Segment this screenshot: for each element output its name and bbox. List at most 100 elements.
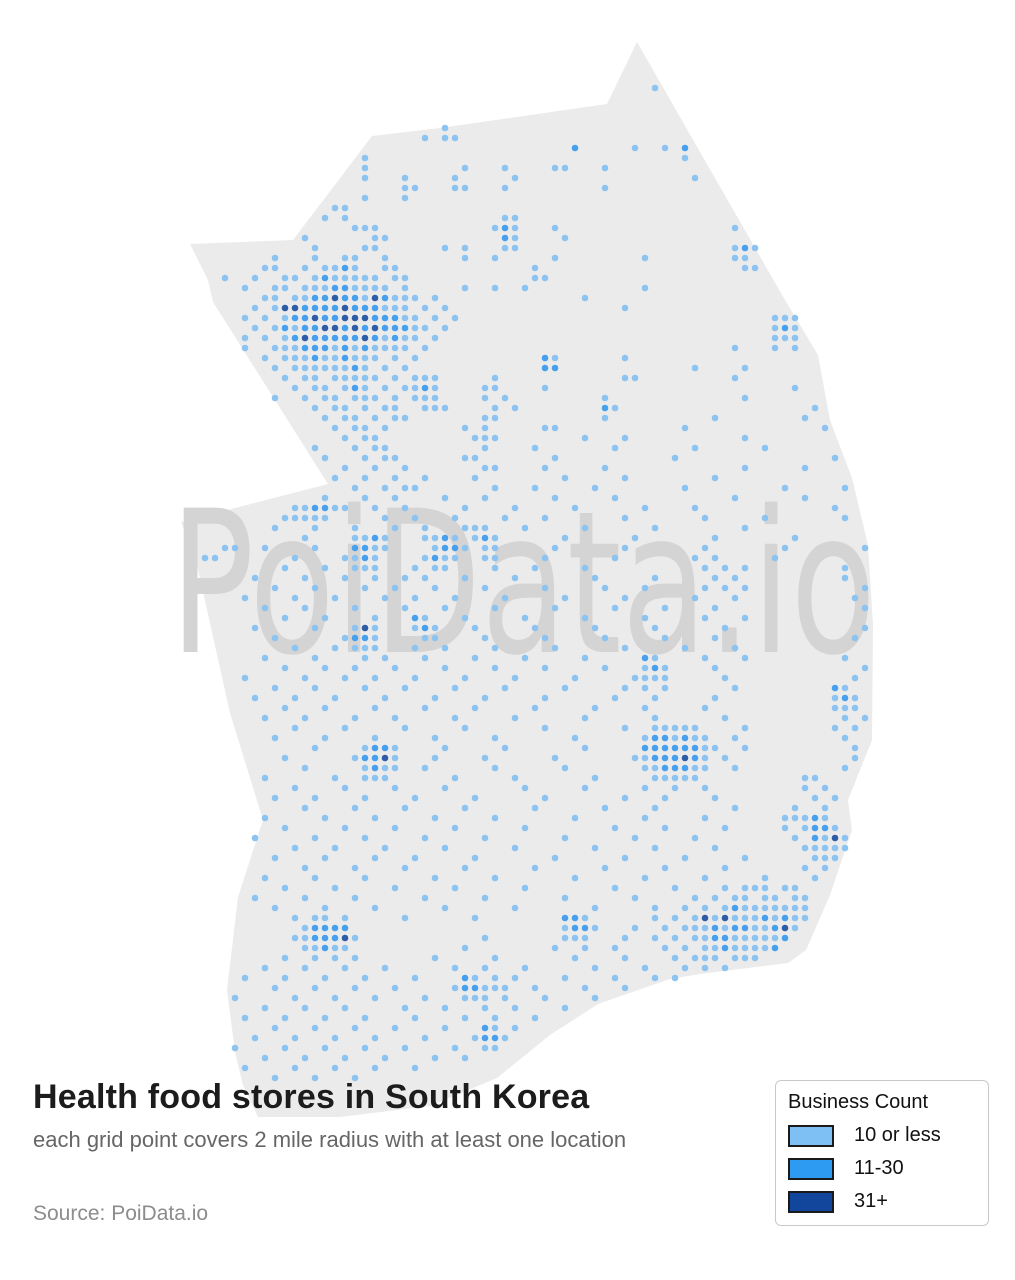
grid-dot xyxy=(401,284,409,292)
grid-dot xyxy=(391,274,399,282)
grid-dot xyxy=(791,834,799,842)
grid-dot xyxy=(351,384,359,392)
grid-dot xyxy=(341,464,349,472)
grid-dot xyxy=(731,254,739,262)
grid-dot xyxy=(431,814,439,822)
grid-dot xyxy=(581,434,589,442)
grid-dot xyxy=(551,364,559,372)
grid-dot xyxy=(511,504,519,512)
grid-dot xyxy=(391,584,399,592)
grid-dot xyxy=(741,954,749,962)
grid-dot xyxy=(351,644,359,652)
grid-dot xyxy=(581,614,589,622)
grid-dot xyxy=(311,944,319,952)
grid-dot xyxy=(451,714,459,722)
grid-dot xyxy=(701,764,709,772)
grid-dot xyxy=(471,974,479,982)
grid-dot xyxy=(401,294,409,302)
grid-dot xyxy=(691,834,699,842)
grid-dot xyxy=(401,314,409,322)
grid-dot xyxy=(441,744,449,752)
grid-dot xyxy=(561,974,569,982)
grid-dot xyxy=(741,564,749,572)
grid-dot xyxy=(381,694,389,702)
grid-dot xyxy=(631,534,639,542)
grid-dot xyxy=(361,174,369,182)
grid-dot xyxy=(461,284,469,292)
grid-dot xyxy=(291,324,299,332)
grid-dot xyxy=(281,284,289,292)
grid-dot xyxy=(311,654,319,662)
grid-dot xyxy=(571,734,579,742)
grid-dot xyxy=(331,294,339,302)
grid-dot xyxy=(381,514,389,522)
grid-dot xyxy=(731,594,739,602)
grid-dot xyxy=(421,394,429,402)
grid-dot xyxy=(241,594,249,602)
grid-dot xyxy=(661,774,669,782)
grid-dot xyxy=(391,764,399,772)
grid-dot xyxy=(591,964,599,972)
grid-dot xyxy=(641,584,649,592)
grid-dot xyxy=(541,664,549,672)
grid-dot xyxy=(411,314,419,322)
grid-dot xyxy=(441,644,449,652)
grid-dot xyxy=(271,344,279,352)
grid-dot xyxy=(391,474,399,482)
grid-dot xyxy=(321,494,329,502)
grid-dot xyxy=(441,304,449,312)
grid-dot xyxy=(331,364,339,372)
grid-dot xyxy=(321,304,329,312)
grid-dot xyxy=(741,904,749,912)
grid-dot xyxy=(561,594,569,602)
grid-dot xyxy=(501,594,509,602)
grid-dot xyxy=(461,1014,469,1022)
grid-dot xyxy=(411,854,419,862)
grid-dot xyxy=(261,1054,269,1062)
grid-dot xyxy=(651,974,659,982)
grid-dot xyxy=(351,934,359,942)
grid-dot xyxy=(351,604,359,612)
grid-dot xyxy=(301,334,309,342)
grid-dot xyxy=(711,924,719,932)
grid-dot xyxy=(351,314,359,322)
grid-dot xyxy=(481,934,489,942)
grid-dot xyxy=(381,364,389,372)
grid-dot xyxy=(781,934,789,942)
grid-dot xyxy=(651,624,659,632)
grid-dot xyxy=(361,324,369,332)
grid-dot xyxy=(611,944,619,952)
grid-dot xyxy=(441,554,449,562)
grid-dot xyxy=(351,984,359,992)
grid-dot xyxy=(601,634,609,642)
grid-dot xyxy=(321,454,329,462)
grid-dot xyxy=(361,224,369,232)
grid-dot xyxy=(691,914,699,922)
grid-dot xyxy=(281,314,289,322)
grid-dot xyxy=(271,264,279,272)
grid-dot xyxy=(371,554,379,562)
grid-dot xyxy=(381,1054,389,1062)
grid-dot xyxy=(331,644,339,652)
grid-dot xyxy=(511,174,519,182)
grid-dot xyxy=(261,1004,269,1012)
grid-dot xyxy=(681,754,689,762)
grid-dot xyxy=(771,334,779,342)
grid-dot xyxy=(631,144,639,152)
grid-dot xyxy=(581,524,589,532)
grid-dot xyxy=(691,594,699,602)
grid-dot xyxy=(261,874,269,882)
grid-dot xyxy=(741,914,749,922)
grid-dot xyxy=(801,824,809,832)
grid-dot xyxy=(661,734,669,742)
grid-dot xyxy=(371,754,379,762)
grid-dot xyxy=(331,934,339,942)
grid-dot xyxy=(401,324,409,332)
legend-label: 31+ xyxy=(854,1190,888,1212)
grid-dot xyxy=(721,914,729,922)
grid-dot xyxy=(701,954,709,962)
grid-dot xyxy=(371,244,379,252)
grid-dot xyxy=(261,774,269,782)
grid-dot xyxy=(321,664,329,672)
grid-dot xyxy=(251,1034,259,1042)
